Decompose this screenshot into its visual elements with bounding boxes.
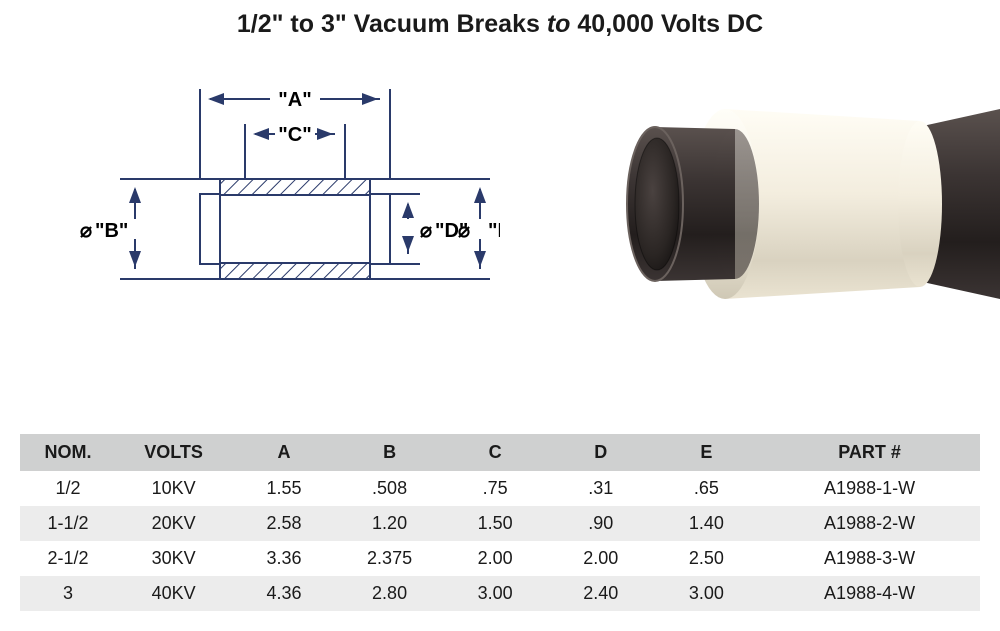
table-cell: 2.375 xyxy=(337,541,443,576)
table-cell: .508 xyxy=(337,471,443,506)
dim-label-B-sym: ⌀ xyxy=(80,220,92,242)
table-cell: 2.50 xyxy=(654,541,760,576)
table-cell: .31 xyxy=(548,471,654,506)
table-row: 340KV4.362.803.002.403.00A1988-4-W xyxy=(20,576,980,611)
table-row: 1-1/220KV2.581.201.50.901.40A1988-2-W xyxy=(20,506,980,541)
dim-label-D-sym: ⌀ xyxy=(420,220,432,242)
table-cell: 3.00 xyxy=(654,576,760,611)
title-size-range: 1/2" to 3" xyxy=(237,10,347,38)
table-cell: 2.58 xyxy=(231,506,337,541)
table-cell: A1988-3-W xyxy=(759,541,980,576)
title-rating: 40,000 Volts DC xyxy=(577,10,763,38)
title-to: to xyxy=(547,10,571,38)
col-header: A xyxy=(231,434,337,471)
dim-label-B: "B" xyxy=(95,220,128,242)
col-header: PART # xyxy=(759,434,980,471)
table-cell: A1988-4-W xyxy=(759,576,980,611)
table-cell: 2.00 xyxy=(442,541,548,576)
col-header: E xyxy=(654,434,760,471)
table-cell: 1.40 xyxy=(654,506,760,541)
table-cell: A1988-2-W xyxy=(759,506,980,541)
table-cell: 40KV xyxy=(116,576,231,611)
dim-label-E: "E" xyxy=(488,220,500,242)
table-cell: 3.00 xyxy=(442,576,548,611)
table-cell: 2.80 xyxy=(337,576,443,611)
table-cell: .65 xyxy=(654,471,760,506)
table-row: 1/210KV1.55.508.75.31.65A1988-1-W xyxy=(20,471,980,506)
dim-label-C: "C" xyxy=(278,124,311,146)
spec-table-head: NOM.VOLTSABCDEPART # xyxy=(20,434,980,471)
col-header: NOM. xyxy=(20,434,116,471)
table-cell: 10KV xyxy=(116,471,231,506)
table-cell: 1/2 xyxy=(20,471,116,506)
table-cell: 1.55 xyxy=(231,471,337,506)
product-render xyxy=(600,69,1000,349)
spec-table-body: 1/210KV1.55.508.75.31.65A1988-1-W1-1/220… xyxy=(20,471,980,611)
table-cell: 2-1/2 xyxy=(20,541,116,576)
table-cell: .75 xyxy=(442,471,548,506)
table-cell: 4.36 xyxy=(231,576,337,611)
table-cell: 3 xyxy=(20,576,116,611)
title-product: Vacuum Breaks xyxy=(354,10,540,38)
table-cell: A1988-1-W xyxy=(759,471,980,506)
table-cell: 1-1/2 xyxy=(20,506,116,541)
spec-table: NOM.VOLTSABCDEPART # 1/210KV1.55.508.75.… xyxy=(20,434,980,611)
dimension-schematic: "A" "C" ⌀ "B" xyxy=(80,69,500,349)
table-cell: 2.00 xyxy=(548,541,654,576)
col-header: C xyxy=(442,434,548,471)
table-cell: 20KV xyxy=(116,506,231,541)
col-header: VOLTS xyxy=(116,434,231,471)
table-cell: 3.36 xyxy=(231,541,337,576)
col-header: B xyxy=(337,434,443,471)
table-cell: 1.50 xyxy=(442,506,548,541)
figure-row: "A" "C" ⌀ "B" xyxy=(0,69,1000,399)
dim-label-A: "A" xyxy=(278,89,311,111)
page-title: 1/2" to 3" Vacuum Breaks to 40,000 Volts… xyxy=(0,10,1000,39)
table-cell: .90 xyxy=(548,506,654,541)
table-row: 2-1/230KV3.362.3752.002.002.50A1988-3-W xyxy=(20,541,980,576)
table-cell: 1.20 xyxy=(337,506,443,541)
table-cell: 30KV xyxy=(116,541,231,576)
dim-label-E-sym: ⌀ xyxy=(458,220,470,242)
spec-table-wrap: NOM.VOLTSABCDEPART # 1/210KV1.55.508.75.… xyxy=(20,434,980,611)
table-cell: 2.40 xyxy=(548,576,654,611)
col-header: D xyxy=(548,434,654,471)
